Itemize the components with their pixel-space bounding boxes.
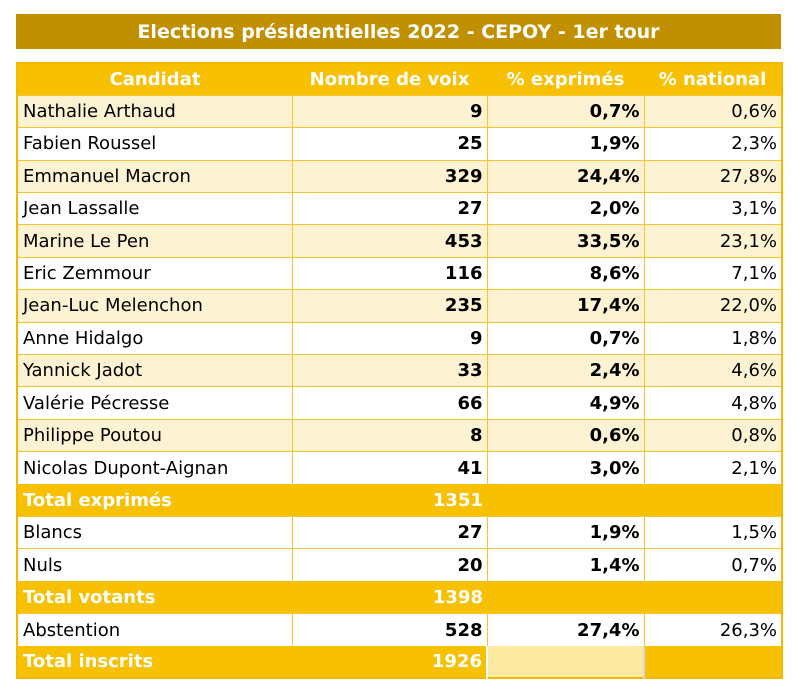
candidate-row: Jean-Luc Melenchon 235 17,4% 22,0% (17, 289, 782, 323)
candidate-name: Fabien Roussel (17, 127, 292, 161)
results-table: Candidat Nombre de voix % exprimés % nat… (16, 62, 783, 680)
blancs-label: Blancs (17, 515, 292, 549)
header-candidat: Candidat (17, 63, 292, 96)
candidate-pct: 0,6% (486, 418, 644, 452)
candidate-name: Yannick Jadot (17, 354, 292, 387)
candidate-name: Eric Zemmour (17, 256, 292, 290)
header-pct-exprimes: % exprimés (487, 63, 644, 96)
candidate-row: Nathalie Arthaud 9 0,7% 0,6% (17, 94, 782, 128)
candidate-national: 2,3% (643, 127, 782, 161)
header-row: Candidat Nombre de voix % exprimés % nat… (17, 63, 782, 96)
candidate-row: Fabien Roussel 25 1,9% 2,3% (17, 127, 782, 161)
candidate-votes: 9 (291, 321, 487, 355)
nuls-label: Nuls (17, 548, 292, 582)
candidate-national: 0,6% (643, 94, 782, 128)
candidate-votes: 235 (291, 289, 487, 323)
candidate-national: 4,8% (643, 386, 782, 420)
candidate-national: 0,8% (643, 418, 782, 452)
candidate-pct: 17,4% (486, 289, 644, 323)
candidate-name: Valérie Pécresse (17, 386, 292, 420)
abstention-row: Abstention 528 27,4% 26,3% (17, 613, 782, 647)
candidate-pct: 8,6% (486, 256, 644, 290)
candidate-row: Jean Lassalle 27 2,0% 3,1% (17, 192, 782, 225)
candidate-name: Philippe Poutou (17, 418, 292, 452)
candidate-pct: 24,4% (486, 159, 644, 193)
candidate-pct: 4,9% (486, 386, 644, 420)
candidate-name: Emmanuel Macron (17, 159, 292, 193)
candidate-pct: 1,9% (486, 127, 644, 161)
nuls-votes: 20 (291, 548, 487, 582)
candidate-pct: 2,4% (486, 354, 644, 387)
nuls-pct: 1,4% (486, 548, 644, 582)
header-voix: Nombre de voix (292, 63, 487, 96)
candidate-row: Marine Le Pen 453 33,5% 23,1% (17, 224, 782, 258)
candidate-row: Yannick Jadot 33 2,4% 4,6% (17, 354, 782, 387)
total-inscrits-label: Total inscrits (17, 646, 292, 679)
candidate-national: 23,1% (643, 224, 782, 258)
abstention-national: 26,3% (643, 613, 782, 647)
candidate-votes: 41 (291, 451, 487, 485)
candidate-row: Philippe Poutou 8 0,6% 0,8% (17, 418, 782, 452)
candidate-votes: 27 (291, 192, 487, 225)
total-inscrits-row: Total inscrits 1926 (17, 646, 782, 679)
candidate-votes: 9 (291, 94, 487, 128)
total-votants-row: Total votants 1398 (17, 581, 782, 614)
candidate-name: Jean Lassalle (17, 192, 292, 225)
empty-cell (644, 646, 782, 679)
blancs-votes: 27 (291, 515, 487, 549)
candidate-votes: 8 (291, 418, 487, 452)
candidate-name: Anne Hidalgo (17, 321, 292, 355)
candidate-name: Jean-Luc Melenchon (17, 289, 292, 323)
candidate-pct: 3,0% (486, 451, 644, 485)
candidate-pct: 0,7% (486, 94, 644, 128)
blancs-pct: 1,9% (486, 515, 644, 549)
candidate-row: Anne Hidalgo 9 0,7% 1,8% (17, 321, 782, 355)
empty-cell (644, 581, 782, 614)
candidate-votes: 25 (291, 127, 487, 161)
candidate-row: Valérie Pécresse 66 4,9% 4,8% (17, 386, 782, 420)
candidate-national: 7,1% (643, 256, 782, 290)
blancs-national: 1,5% (643, 515, 782, 549)
candidate-name: Nathalie Arthaud (17, 94, 292, 128)
empty-cell (486, 646, 645, 679)
candidate-national: 2,1% (643, 451, 782, 485)
total-exprimes-value: 1351 (292, 484, 487, 517)
total-exprimes-row: Total exprimés 1351 (17, 484, 782, 517)
candidate-national: 1,8% (643, 321, 782, 355)
abstention-pct: 27,4% (486, 613, 644, 647)
candidate-national: 27,8% (643, 159, 782, 193)
candidate-national: 22,0% (643, 289, 782, 323)
candidate-national: 3,1% (643, 192, 782, 225)
empty-cell (644, 484, 782, 517)
candidate-pct: 2,0% (486, 192, 644, 225)
header-pct-national: % national (644, 63, 782, 96)
nuls-row: Nuls 20 1,4% 0,7% (17, 548, 782, 582)
abstention-votes: 528 (291, 613, 487, 647)
candidate-votes: 329 (291, 159, 487, 193)
candidate-votes: 33 (291, 354, 487, 387)
candidate-name: Nicolas Dupont-Aignan (17, 451, 292, 485)
candidate-pct: 33,5% (486, 224, 644, 258)
abstention-label: Abstention (17, 613, 292, 647)
nuls-national: 0,7% (643, 548, 782, 582)
total-exprimes-label: Total exprimés (17, 484, 292, 517)
total-votants-value: 1398 (292, 581, 487, 614)
candidate-pct: 0,7% (486, 321, 644, 355)
total-inscrits-value: 1926 (292, 646, 487, 679)
total-votants-label: Total votants (17, 581, 292, 614)
empty-cell (487, 581, 644, 614)
candidate-name: Marine Le Pen (17, 224, 292, 258)
candidate-row: Emmanuel Macron 329 24,4% 27,8% (17, 159, 782, 193)
blancs-row: Blancs 27 1,9% 1,5% (17, 515, 782, 549)
candidate-votes: 116 (291, 256, 487, 290)
candidate-votes: 453 (291, 224, 487, 258)
empty-cell (487, 484, 644, 517)
candidate-row: Eric Zemmour 116 8,6% 7,1% (17, 256, 782, 290)
table-title: Elections présidentielles 2022 - CEPOY -… (16, 14, 781, 49)
candidate-votes: 66 (291, 386, 487, 420)
candidate-national: 4,6% (643, 354, 782, 387)
candidate-row: Nicolas Dupont-Aignan 41 3,0% 2,1% (17, 451, 782, 485)
